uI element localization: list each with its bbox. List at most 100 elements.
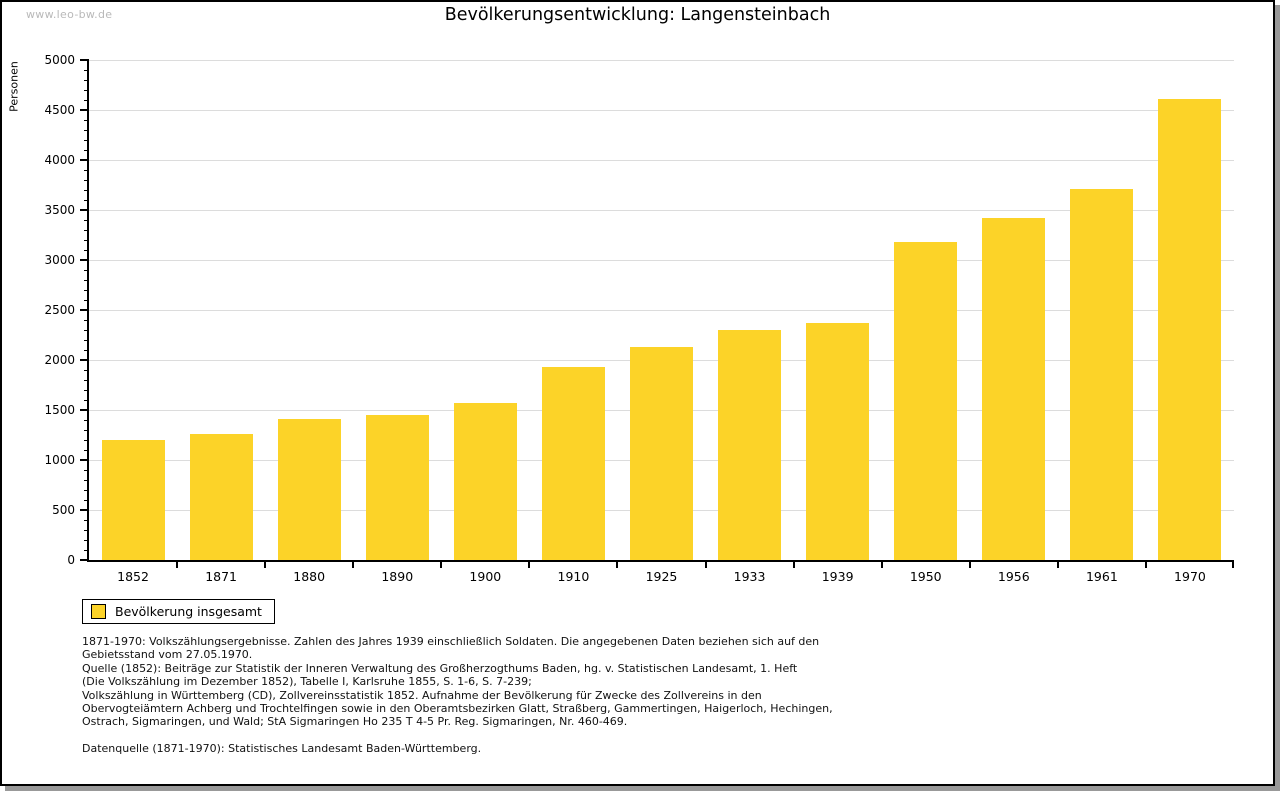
y-axis-minor-tick	[84, 240, 89, 241]
y-axis-tick-label: 2000	[44, 353, 75, 367]
gridline	[89, 309, 1234, 311]
y-axis-minor-tick	[84, 80, 89, 81]
y-axis-minor-tick	[84, 330, 89, 331]
footnote-line: (Die Volkszählung im Dezember 1852), Tab…	[82, 675, 532, 689]
footnote-line: Obervogteiämtern Achberg und Trochtelfin…	[82, 702, 833, 716]
y-axis-minor-tick	[84, 500, 89, 501]
y-axis-tick	[80, 409, 89, 411]
y-axis-minor-tick	[84, 350, 89, 351]
plot-area: 0 500 1000 1500 2000 2500 3000 3500 4000 4500 5000…	[44, 53, 1234, 584]
y-axis-minor-tick	[84, 230, 89, 231]
x-axis-tick-label: 1956	[997, 569, 1030, 584]
y-axis-tick	[80, 109, 89, 111]
y-axis-minor-tick	[84, 170, 89, 171]
bar	[718, 329, 782, 560]
y-axis-tick-label: 1000	[44, 453, 75, 467]
y-axis-minor-tick	[84, 390, 89, 391]
gridline	[89, 259, 1234, 261]
y-axis-tick	[80, 59, 89, 61]
y-axis-minor-tick	[84, 180, 89, 181]
y-axis-tick-label: 0	[67, 553, 75, 567]
bar	[982, 218, 1046, 560]
x-axis-tick-label: 1933	[733, 569, 766, 584]
y-axis-tick	[80, 559, 89, 561]
bar	[453, 402, 517, 560]
y-axis-tick-label: 2500	[44, 303, 75, 317]
y-axis-tick-label: 3000	[44, 253, 75, 267]
bar	[277, 418, 341, 560]
y-axis-minor-tick	[84, 300, 89, 301]
legend-swatch-icon	[91, 604, 106, 619]
bar	[806, 323, 870, 560]
footnotes: 1871-1970: Volkszählungsergebnisse. Zahl…	[82, 635, 833, 756]
watermark-url: www.leo-bw.de	[26, 8, 113, 21]
legend-box: Bevölkerung insgesamt	[82, 599, 275, 624]
y-axis-minor-tick	[84, 280, 89, 281]
y-axis-minor-tick	[84, 90, 89, 91]
gridline	[89, 59, 1234, 61]
y-axis-tick	[80, 509, 89, 511]
y-axis-minor-tick	[84, 140, 89, 141]
bar	[894, 242, 958, 560]
x-axis-tick	[440, 560, 443, 568]
x-axis-tick-label: 1871	[205, 569, 237, 584]
footnote-line: Quelle (1852): Beiträge zur Statistik de…	[82, 661, 798, 675]
y-axis-minor-tick	[84, 130, 89, 131]
y-axis-tick-label: 3500	[44, 203, 75, 217]
y-axis-minor-tick	[84, 270, 89, 271]
y-axis-minor-tick	[84, 200, 89, 201]
footnote-line: 1871-1970: Volkszählungsergebnisse. Zahl…	[82, 635, 820, 648]
y-axis-minor-tick	[84, 70, 89, 71]
bar	[189, 434, 253, 560]
legend-label: Bevölkerung insgesamt	[115, 604, 262, 619]
x-axis-tick	[792, 560, 795, 568]
y-axis-minor-tick	[84, 220, 89, 221]
y-axis-minor-tick	[84, 370, 89, 371]
y-axis-minor-tick	[84, 380, 89, 381]
y-axis-minor-tick	[84, 520, 89, 521]
x-axis-tick-label: 1890	[381, 569, 414, 584]
x-axis-tick-label: 1910	[557, 569, 590, 584]
bar	[630, 346, 693, 560]
x-axis-tick-label: 1961	[1085, 569, 1118, 584]
y-axis-tick	[80, 459, 89, 461]
x-axis-tick	[1056, 560, 1059, 568]
y-axis-minor-tick	[84, 530, 89, 531]
x-axis-tick-label: 1970	[1174, 569, 1206, 584]
x-axis-tick-label: 1939	[821, 569, 854, 584]
y-axis-tick	[80, 359, 89, 361]
y-axis-title: Personen	[7, 61, 21, 112]
footnote-line: Gebietsstand vom 27.05.1970.	[82, 648, 253, 662]
x-axis-tick	[616, 560, 619, 568]
y-axis-tick	[80, 159, 89, 161]
bar	[101, 440, 165, 560]
gridline	[89, 209, 1234, 211]
y-axis-minor-tick	[84, 290, 89, 291]
y-axis-minor-tick	[84, 190, 89, 191]
bar	[1070, 189, 1134, 560]
y-axis-minor-tick	[84, 430, 89, 431]
x-axis-tick-label: 1900	[469, 569, 502, 584]
y-axis-minor-tick	[84, 100, 89, 101]
y-axis-minor-tick	[84, 450, 89, 451]
footnote-line: Volkszählung in Württemberg (CD), Zollve…	[82, 688, 762, 702]
y-axis-tick-label: 1500	[44, 403, 75, 417]
gridline	[89, 109, 1234, 111]
x-axis-tick-label: 1950	[909, 569, 942, 584]
bar	[541, 366, 605, 560]
x-axis-tick	[528, 560, 531, 568]
x-axis-tick	[352, 560, 355, 568]
y-axis-minor-tick	[84, 120, 89, 121]
x-axis-tick-label: 1925	[645, 569, 678, 584]
y-axis-minor-tick	[84, 470, 89, 471]
gridline	[89, 159, 1234, 161]
footnote-line: Ostrach, Sigmaringen, und Wald; StA Sigm…	[82, 715, 628, 729]
y-axis-tick	[80, 259, 89, 261]
x-axis-tick	[264, 560, 267, 568]
y-axis-minor-tick	[84, 540, 89, 541]
y-axis-tick	[80, 309, 89, 311]
y-axis-tick-label: 4500	[44, 103, 75, 117]
x-axis-tick	[968, 560, 971, 568]
x-axis-tick	[704, 560, 707, 568]
data-source-line: Datenquelle (1871-1970): Statistisches L…	[82, 742, 482, 756]
